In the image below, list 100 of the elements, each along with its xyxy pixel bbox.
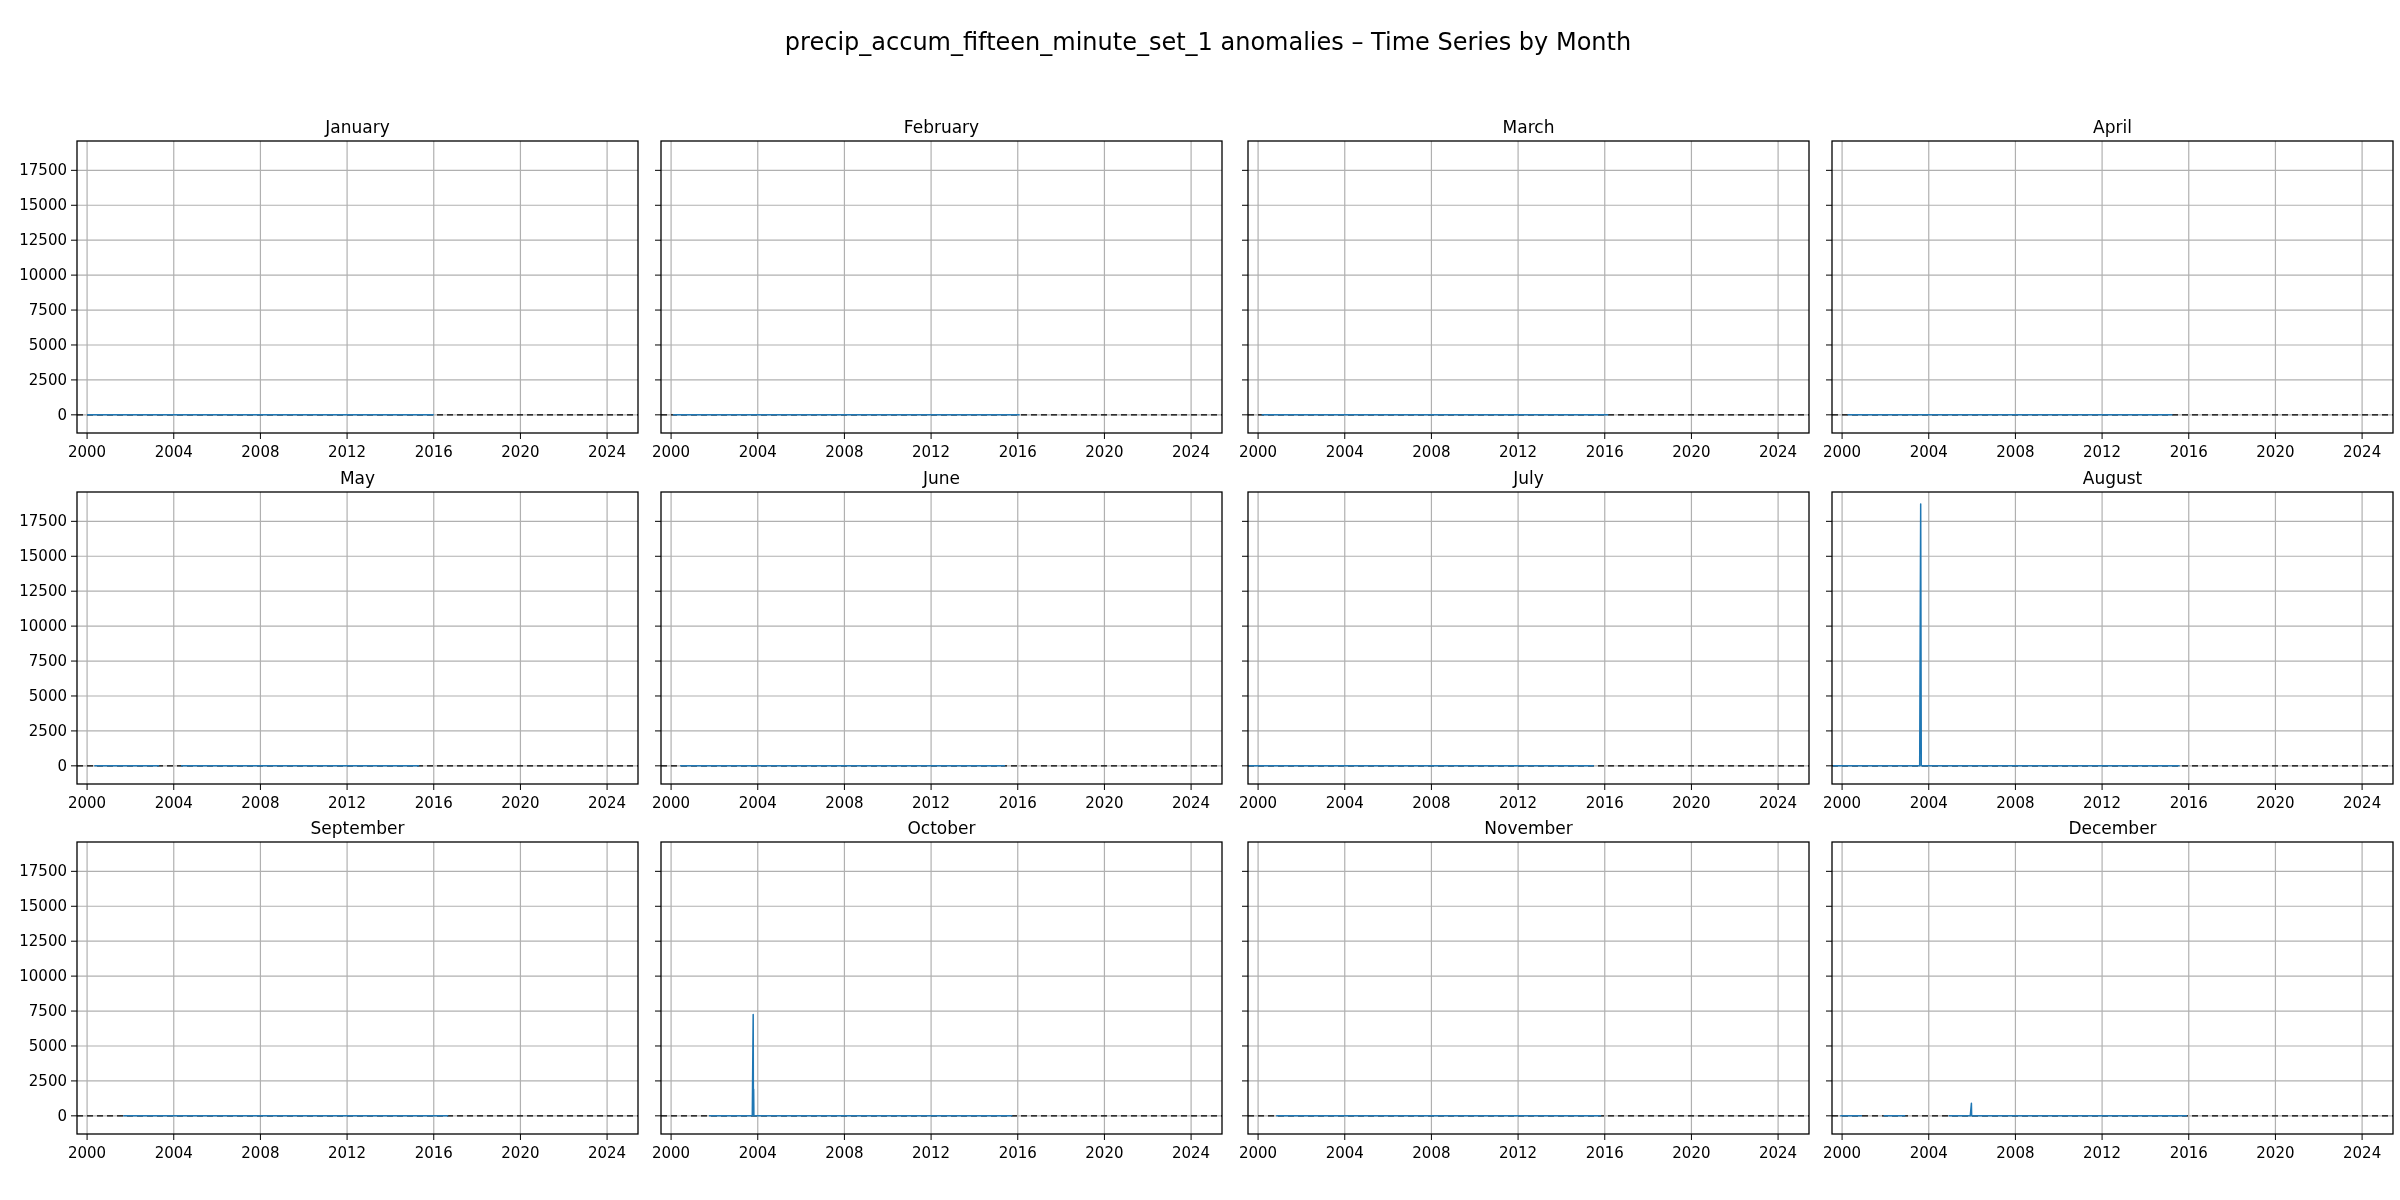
chart-title: June xyxy=(921,468,961,488)
x-tick-label: 2000 xyxy=(67,443,107,461)
x-tick-label: 2012 xyxy=(328,443,367,461)
x-tick-label: 2020 xyxy=(1672,794,1711,812)
x-tick-label: 2004 xyxy=(1909,794,1948,812)
x-tick-label: 2000 xyxy=(1238,1144,1278,1162)
y-tick-label: 2500 xyxy=(28,370,67,389)
x-tick-label: 2004 xyxy=(738,443,777,461)
x-tick-label: 2000 xyxy=(1822,443,1862,461)
x-tick-label: 2000 xyxy=(1822,794,1862,812)
chart-title: September xyxy=(310,818,405,838)
x-tick-label: 2016 xyxy=(414,794,453,812)
x-tick-label: 2020 xyxy=(2256,1144,2295,1162)
x-tick-label: 2016 xyxy=(414,1144,453,1162)
x-tick-label: 2000 xyxy=(67,1144,107,1162)
x-tick-label: 2024 xyxy=(1759,1144,1798,1162)
x-tick-label: 2024 xyxy=(588,794,627,812)
x-tick-label: 2004 xyxy=(154,443,193,461)
x-tick-label: 2004 xyxy=(1325,443,1364,461)
y-tick-label: 10000 xyxy=(19,967,67,986)
x-tick-label: 2016 xyxy=(2169,794,2208,812)
x-tick-label: 2008 xyxy=(241,443,280,461)
x-tick-label: 2004 xyxy=(1325,1144,1364,1162)
y-tick-label: 0 xyxy=(57,756,67,775)
x-tick-label: 2008 xyxy=(1412,443,1451,461)
x-tick-label: 2008 xyxy=(241,794,280,812)
x-tick-label: 2016 xyxy=(1585,1144,1624,1162)
x-tick-label: 2024 xyxy=(1172,443,1211,461)
x-tick-label: 2012 xyxy=(912,1144,951,1162)
x-tick-label: 2008 xyxy=(1996,443,2035,461)
x-tick-label: 2024 xyxy=(1759,794,1798,812)
y-tick-label: 5000 xyxy=(28,335,67,354)
y-tick-label: 12500 xyxy=(19,932,67,951)
x-tick-label: 2016 xyxy=(998,443,1037,461)
x-tick-label: 2016 xyxy=(1585,443,1624,461)
chart-title: October xyxy=(907,818,976,838)
x-tick-label: 2012 xyxy=(912,443,951,461)
y-tick-label: 12500 xyxy=(19,582,67,601)
x-tick-label: 2008 xyxy=(1412,1144,1451,1162)
y-tick-label: 2500 xyxy=(28,721,67,740)
y-tick-label: 10000 xyxy=(19,266,67,285)
x-tick-label: 2016 xyxy=(414,443,453,461)
y-tick-label: 10000 xyxy=(19,617,67,636)
x-tick-label: 2008 xyxy=(825,443,864,461)
x-tick-label: 2016 xyxy=(2169,1144,2208,1162)
x-tick-label: 2008 xyxy=(241,1144,280,1162)
x-tick-label: 2000 xyxy=(1238,443,1278,461)
x-tick-label: 2004 xyxy=(1909,443,1948,461)
x-tick-label: 2000 xyxy=(67,794,107,812)
x-tick-label: 2016 xyxy=(998,794,1037,812)
x-tick-label: 2000 xyxy=(651,794,691,812)
x-tick-label: 2012 xyxy=(1499,443,1538,461)
x-tick-label: 2020 xyxy=(2256,794,2295,812)
y-tick-label: 17500 xyxy=(19,512,67,531)
text: precip_accum_fifteen_minute_set_1 anomalies – Time Series by Month xyxy=(784,28,1632,56)
x-tick-label: 2004 xyxy=(154,794,193,812)
x-tick-label: 2016 xyxy=(1585,794,1624,812)
x-tick-label: 2012 xyxy=(912,794,951,812)
x-tick-label: 2024 xyxy=(1759,443,1798,461)
chart-title: November xyxy=(1484,818,1573,838)
x-tick-label: 2000 xyxy=(1822,1144,1862,1162)
x-tick-label: 2016 xyxy=(2169,443,2208,461)
chart-title: January xyxy=(324,117,390,137)
chart-title: March xyxy=(1502,117,1555,137)
y-tick-label: 15000 xyxy=(19,897,67,916)
x-tick-label: 2008 xyxy=(1412,794,1451,812)
y-tick-label: 5000 xyxy=(28,686,67,705)
chart-title: April xyxy=(2093,117,2132,137)
x-tick-label: 2012 xyxy=(328,794,367,812)
x-tick-label: 2024 xyxy=(2343,443,2382,461)
x-tick-label: 2008 xyxy=(1996,794,2035,812)
x-tick-label: 2024 xyxy=(588,443,627,461)
x-tick-label: 2012 xyxy=(328,1144,367,1162)
x-tick-label: 2000 xyxy=(651,1144,691,1162)
x-tick-label: 2012 xyxy=(1499,794,1538,812)
x-tick-label: 2020 xyxy=(501,443,540,461)
x-tick-label: 2000 xyxy=(651,443,691,461)
x-tick-label: 2008 xyxy=(825,1144,864,1162)
chart-title: May xyxy=(339,468,376,488)
x-tick-label: 2024 xyxy=(1172,1144,1211,1162)
chart-title: July xyxy=(1512,468,1544,488)
x-tick-label: 2004 xyxy=(1909,1144,1948,1162)
x-tick-label: 2020 xyxy=(1085,794,1124,812)
y-tick-label: 17500 xyxy=(19,862,67,881)
y-tick-label: 15000 xyxy=(19,196,67,215)
x-tick-label: 2008 xyxy=(825,794,864,812)
chart-title: February xyxy=(903,117,980,137)
y-tick-label: 5000 xyxy=(28,1036,67,1055)
x-tick-label: 2012 xyxy=(2083,1144,2122,1162)
x-tick-label: 2020 xyxy=(501,794,540,812)
y-tick-label: 7500 xyxy=(28,301,67,320)
x-tick-label: 2012 xyxy=(1499,1144,1538,1162)
x-tick-label: 2012 xyxy=(2083,443,2122,461)
x-tick-label: 2020 xyxy=(501,1144,540,1162)
x-tick-label: 2024 xyxy=(2343,794,2382,812)
x-tick-label: 2008 xyxy=(1996,1144,2035,1162)
x-tick-label: 2020 xyxy=(1672,443,1711,461)
x-tick-label: 2004 xyxy=(1325,794,1364,812)
y-tick-label: 15000 xyxy=(19,547,67,566)
x-tick-label: 2024 xyxy=(1172,794,1211,812)
